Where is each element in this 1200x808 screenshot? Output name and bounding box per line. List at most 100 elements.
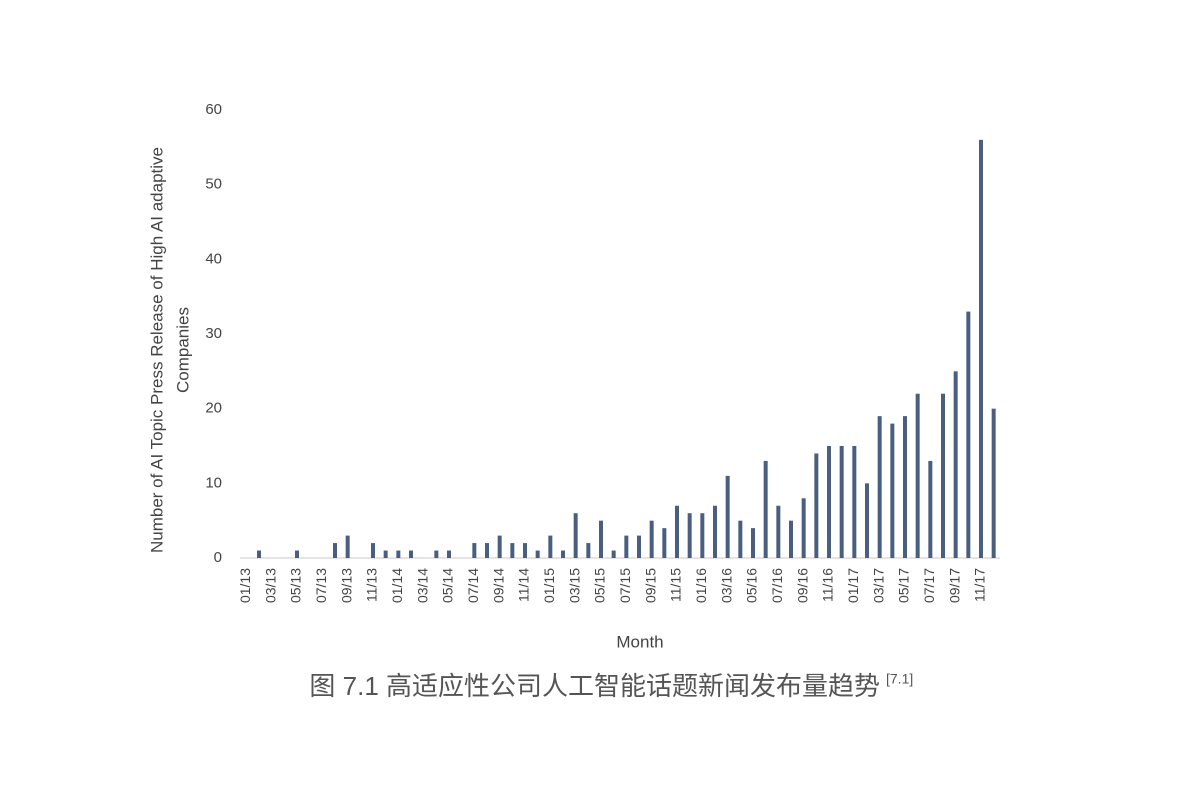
caption-ref: [7.1] [886,671,913,687]
y-tick-label: 20 [205,400,222,417]
x-tick-label: 11/17 [972,568,988,602]
bar [447,550,451,558]
bar [713,505,717,558]
x-tick-group: 03/16 [718,568,734,603]
x-tick-group: 07/15 [617,568,633,603]
x-tick-group: 09/14 [490,568,506,603]
bar [953,371,958,558]
bar [548,535,553,558]
x-tick-group: 01/14 [389,568,405,603]
x-tick-group: 05/16 [744,568,760,603]
bar [687,513,692,558]
x-tick-label: 01/17 [845,568,861,603]
x-tick-group: 09/15 [642,568,658,603]
bar [345,535,350,558]
bar [510,543,515,558]
x-tick-group: 01/16 [693,568,709,603]
x-tick-group: 05/14 [440,568,456,603]
bar [599,520,603,558]
x-tick-label: 03/16 [718,568,734,603]
x-tick-group: 11/15 [668,568,684,602]
bar [333,543,337,558]
bar [561,550,565,558]
x-tick-label: 09/15 [642,568,658,603]
x-tick-label: 03/17 [870,568,886,603]
bar [827,446,831,558]
y-tick-label: 40 [205,250,222,267]
x-tick-label: 05/16 [744,568,760,603]
bar [257,550,261,558]
bar [700,513,705,558]
x-tick-group: 07/14 [465,568,481,603]
y-tick-label: 50 [205,176,222,193]
x-tick-label: 05/13 [288,568,304,603]
bar [497,535,502,558]
x-tick-group: 01/17 [845,568,861,603]
bar [903,416,907,558]
x-tick-label: 03/13 [262,568,278,603]
bar [763,460,768,558]
x-tick-label: 11/14 [516,568,532,602]
x-tick-label: 03/15 [566,568,582,603]
y-tick-label: 10 [205,474,222,491]
bar [662,528,667,558]
y-axis-title-line: Companies [173,307,192,393]
x-axis-title: Month [616,632,663,651]
x-tick-group: 03/17 [870,568,886,603]
bar [725,475,730,558]
y-axis-title: Number of AI Topic Press Release of High… [147,147,192,553]
bar [611,550,616,558]
x-tick-label: 01/13 [237,568,253,603]
bar [295,550,299,558]
bar [573,513,578,558]
bar [738,520,743,558]
x-tick-label: 01/15 [541,568,557,603]
y-axis-title-line: Number of AI Topic Press Release of High… [147,147,166,553]
x-tick-label: 09/14 [490,568,506,603]
bar [991,408,996,558]
bar [789,520,793,558]
x-tick-group: 01/13 [237,568,253,603]
x-tick-group: 01/15 [541,568,557,603]
bar [877,416,882,558]
x-tick-group: 05/17 [896,568,912,603]
x-tick-group: 05/15 [592,568,608,603]
x-tick-group: 09/17 [946,568,962,603]
x-tick-label: 09/13 [338,568,354,603]
y-tick-label: 60 [205,101,222,118]
caption: 图 7.1 高适应性公司人工智能话题新闻发布量趋势 [309,671,880,701]
bar [966,311,971,558]
bar [383,550,388,558]
x-tick-group: 07/17 [921,568,937,603]
x-tick-group: 07/16 [769,568,785,603]
x-tick-label: 01/16 [693,568,709,603]
y-tick-label: 30 [205,325,222,342]
x-tick-label: 07/13 [313,568,329,603]
bar [776,505,781,558]
bar [396,550,401,558]
x-tick-group: 11/17 [972,568,988,602]
bar [890,423,895,558]
x-tick-group: 05/13 [288,568,304,603]
bar [523,543,527,558]
x-tick-group: 07/13 [313,568,329,603]
x-tick-group: 03/15 [566,568,582,603]
x-tick-group: 11/16 [820,568,836,602]
x-tick-group: 11/13 [364,568,380,602]
bar [941,393,945,558]
bar [801,498,806,558]
x-tick-label: 09/17 [946,568,962,603]
bar [637,535,641,558]
x-tick-label: 07/17 [921,568,937,603]
x-tick-group: 11/14 [516,568,532,602]
x-tick-label: 09/16 [794,568,810,603]
bar [535,550,540,558]
x-tick-label: 03/14 [414,568,430,603]
x-tick-label: 05/15 [592,568,608,603]
bar [979,139,983,558]
bar [371,543,375,558]
x-tick-group: 03/14 [414,568,430,603]
bar [928,460,933,558]
bar [865,483,869,558]
